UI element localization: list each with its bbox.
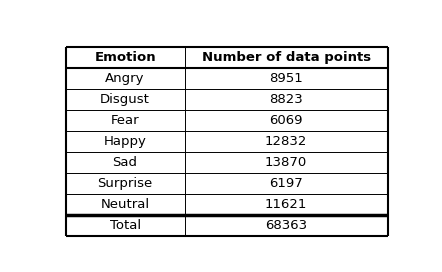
Text: 6197: 6197 <box>269 177 303 190</box>
Text: 6069: 6069 <box>269 114 303 127</box>
Text: 68363: 68363 <box>265 219 307 232</box>
Text: Fear: Fear <box>111 114 139 127</box>
Text: Number of data points: Number of data points <box>202 51 371 64</box>
Text: Happy: Happy <box>104 135 147 148</box>
Text: Angry: Angry <box>105 72 145 85</box>
Text: Total: Total <box>110 219 141 232</box>
Text: 12832: 12832 <box>265 135 307 148</box>
Text: 11621: 11621 <box>265 198 307 211</box>
Text: 8823: 8823 <box>269 93 303 106</box>
Text: Neutral: Neutral <box>100 198 150 211</box>
Text: 8951: 8951 <box>269 72 303 85</box>
Text: Sad: Sad <box>113 156 137 169</box>
Text: Disgust: Disgust <box>100 93 150 106</box>
Text: 13870: 13870 <box>265 156 307 169</box>
Text: Emotion: Emotion <box>94 51 156 64</box>
Text: Surprise: Surprise <box>98 177 153 190</box>
